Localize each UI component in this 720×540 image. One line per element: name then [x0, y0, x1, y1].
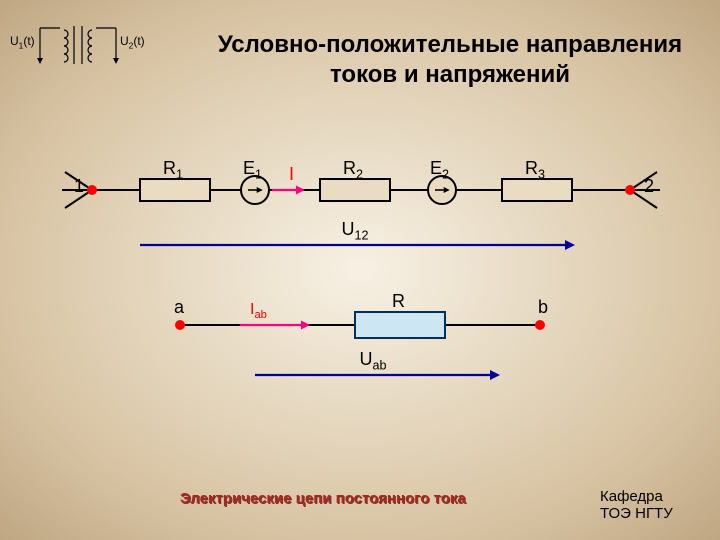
- transformer-label-u1: U1(t): [10, 34, 35, 50]
- emf-label: E1: [243, 158, 262, 182]
- resistor-label: R3: [525, 158, 545, 182]
- resistor-label: R1: [163, 158, 183, 182]
- node-2-label: 2: [644, 176, 654, 197]
- emf-label: E2: [430, 158, 449, 182]
- voltage-U12-label: U12: [342, 219, 369, 243]
- node-1-label: 1: [74, 176, 84, 197]
- slide-title: Условно-положительные направления токов …: [210, 30, 690, 90]
- node-a-label: a: [174, 297, 184, 318]
- current-Iab-label: Iab: [250, 301, 267, 321]
- node-b-label: b: [538, 297, 548, 318]
- resistor-label: R2: [343, 158, 363, 182]
- current-I-label: I: [289, 164, 294, 185]
- footer-department: КафедраТОЭ НГТУ: [600, 488, 673, 522]
- transformer-label-u2: U2(t): [120, 34, 145, 50]
- resistor-R-label: R: [392, 291, 405, 312]
- footer-subtitle: Электрические цепи постоянного тока: [180, 490, 466, 507]
- voltage-Uab-label: Uab: [360, 349, 387, 373]
